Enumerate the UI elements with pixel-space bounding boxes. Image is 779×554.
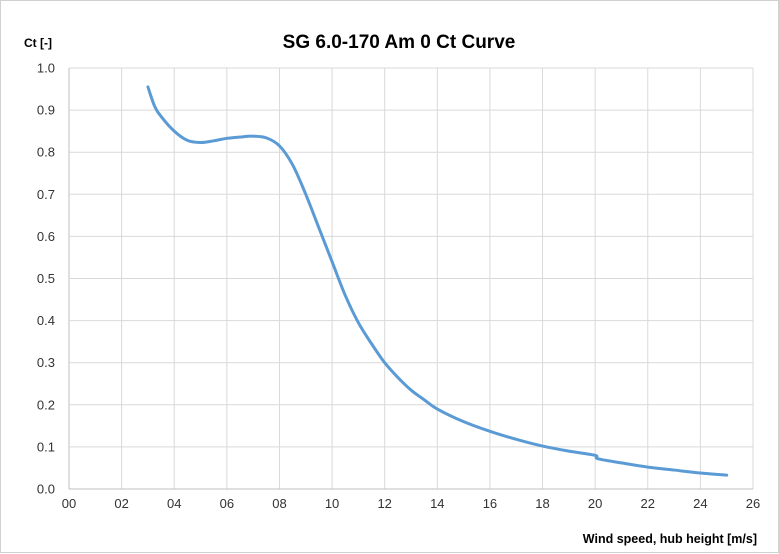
y-tick-label: 0.4 [37, 313, 55, 328]
x-tick-label: 02 [114, 496, 128, 511]
y-tick-label: 0.8 [37, 145, 55, 160]
y-tick-label: 0.2 [37, 397, 55, 412]
x-tick-label: 16 [483, 496, 497, 511]
x-tick-label: 26 [746, 496, 760, 511]
x-tick-label: 12 [377, 496, 391, 511]
y-tick-label: 0.5 [37, 271, 55, 286]
y-tick-label: 0.9 [37, 103, 55, 118]
y-tick-label: 0.7 [37, 187, 55, 202]
y-tick-label: 0.3 [37, 355, 55, 370]
x-tick-label: 24 [693, 496, 707, 511]
x-tick-label: 06 [220, 496, 234, 511]
y-axis-label: Ct [-] [24, 36, 52, 50]
x-tick-label: 22 [641, 496, 655, 511]
ct-curve-line [146, 85, 729, 477]
y-tick-label: 0.0 [37, 482, 55, 497]
series-layer [146, 85, 729, 477]
x-tick-label: 08 [272, 496, 286, 511]
x-tick-label: 18 [535, 496, 549, 511]
chart-title: SG 6.0-170 Am 0 Ct Curve [283, 32, 516, 53]
x-tick-label: 20 [588, 496, 602, 511]
y-tick-label: 0.1 [37, 439, 55, 454]
x-axis-label: Wind speed, hub height [m/s] [583, 532, 757, 546]
y-tick-label: 1.0 [37, 61, 55, 76]
x-tick-label: 10 [325, 496, 339, 511]
y-tick-label: 0.6 [37, 229, 55, 244]
tick-labels: 00 02 04 06 08 10 12 14 16 18 20 22 24 26 0.0 0.1 0.2 0.3… [37, 61, 760, 512]
grid-lines [68, 67, 754, 490]
x-tick-label: 00 [62, 496, 76, 511]
x-tick-label: 14 [430, 496, 444, 511]
x-tick-label: 04 [167, 496, 181, 511]
